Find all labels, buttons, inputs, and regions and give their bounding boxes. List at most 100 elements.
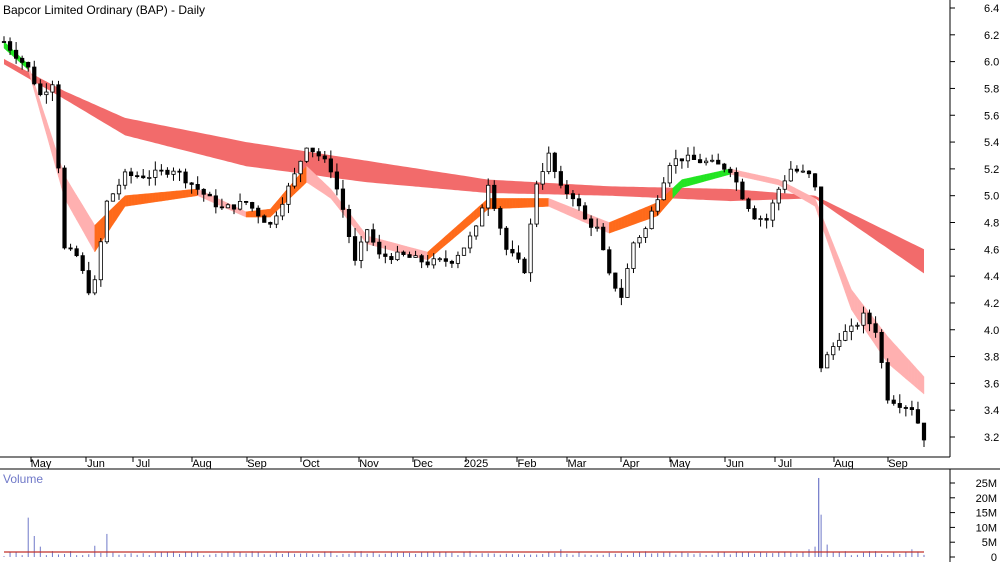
short-band-segment: [902, 352, 906, 380]
price-bar: [909, 400, 914, 416]
price-bar: [661, 177, 666, 201]
price-bar: [576, 193, 582, 211]
short-band-segment: [88, 214, 92, 248]
price-bar-body: [129, 171, 134, 177]
price-y-tick-label: 4.0: [984, 325, 999, 337]
price-bar: [734, 167, 739, 191]
short-band-segment: [748, 172, 752, 180]
price-bar-body: [207, 193, 212, 197]
price-bar: [758, 215, 763, 227]
price-bar-body: [570, 193, 576, 200]
price-bar-body: [401, 251, 406, 255]
x-tick-label: Jun: [87, 458, 105, 470]
price-bar: [812, 173, 818, 191]
price-bar: [177, 168, 182, 181]
price-bar-body: [679, 158, 684, 162]
price-bar-body: [38, 83, 43, 96]
price-bar-body: [534, 183, 539, 225]
short-band-segment: [639, 208, 643, 223]
short-band-segment: [805, 193, 810, 204]
price-bar: [643, 226, 648, 243]
price-bar: [691, 146, 697, 160]
price-y-tick-label: 5.8: [984, 83, 999, 95]
price-bar-body: [437, 258, 442, 261]
price-bar: [141, 169, 146, 179]
short-band-segment: [609, 220, 613, 234]
price-bar-body: [564, 184, 569, 195]
price-bar: [207, 191, 212, 197]
short-band-segment: [509, 198, 513, 209]
price-bar: [649, 206, 654, 230]
price-bar-body: [455, 254, 461, 264]
short-band-segment: [708, 172, 713, 181]
short-band-segment: [170, 190, 174, 200]
price-bar-body: [135, 175, 140, 178]
price-bar-body: [522, 258, 527, 274]
short-band-segment: [91, 219, 95, 253]
price-y-tick-label: 3.4: [984, 405, 999, 417]
price-bar: [897, 394, 902, 414]
price-bar-body: [734, 172, 739, 183]
price-bar: [359, 236, 364, 269]
price-bar-body: [855, 324, 860, 327]
price-bar-body: [383, 253, 388, 257]
short-band-segment: [164, 191, 168, 201]
price-bar: [219, 198, 224, 210]
price-bar-body: [304, 147, 309, 162]
short-band-segment: [242, 210, 247, 218]
price-bar: [328, 150, 333, 179]
short-band-segment: [94, 221, 98, 253]
short-band-segment: [545, 198, 549, 207]
price-bar-body: [921, 422, 927, 441]
short-band-segment: [542, 198, 546, 207]
short-band-segment: [624, 214, 628, 229]
price-bar-body: [704, 160, 709, 164]
short-band-segment: [137, 194, 141, 205]
price-bar-body: [26, 61, 31, 68]
price-bar: [564, 180, 569, 199]
price-bar-body: [147, 177, 152, 179]
short-band-segment: [712, 171, 716, 180]
short-band-segment: [857, 296, 861, 324]
price-bar: [522, 257, 527, 275]
short-band-segment: [566, 205, 571, 217]
price-bar: [62, 165, 67, 250]
short-band-segment: [681, 178, 686, 188]
price-bar-body: [740, 181, 745, 200]
short-band-segment: [645, 205, 649, 221]
short-band-segment: [715, 171, 719, 179]
short-band-segment: [318, 177, 322, 193]
price-bar: [819, 186, 824, 373]
price-bar-body: [728, 168, 733, 173]
price-bar: [286, 182, 291, 214]
short-band-segment: [158, 192, 162, 202]
price-bar: [546, 146, 551, 175]
short-band-segment: [306, 165, 310, 185]
price-bar-body: [467, 235, 473, 249]
price-bar: [425, 254, 430, 268]
price-bar-body: [98, 241, 103, 281]
price-bar: [595, 218, 600, 232]
price-bar-body: [1, 41, 7, 43]
volume-y-tick-label: 0: [991, 552, 997, 562]
price-bar: [92, 275, 97, 296]
short-band-segment: [802, 191, 807, 202]
short-band-segment: [527, 198, 531, 208]
price-bar: [38, 79, 43, 97]
price-bar-body: [159, 169, 164, 172]
short-band-segment: [914, 366, 919, 390]
price-bar: [68, 243, 73, 251]
short-band-segment: [917, 369, 922, 392]
price-bar-body: [340, 188, 346, 210]
price-bar-body: [806, 170, 812, 175]
price-bar-body: [558, 171, 563, 186]
price-bar-body: [661, 182, 666, 201]
price-bar-body: [395, 251, 400, 261]
price-bar: [903, 405, 908, 417]
price-bar-body: [655, 199, 660, 212]
price-bar: [510, 240, 515, 257]
price-bar-body: [86, 270, 91, 294]
price-bar: [80, 252, 85, 274]
short-band-segment: [920, 372, 925, 395]
price-bar-body: [498, 208, 503, 229]
